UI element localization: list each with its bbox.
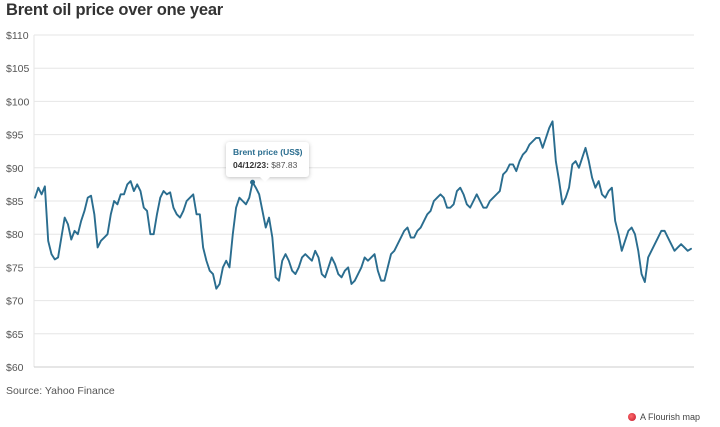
y-tick-label-105: $105 bbox=[6, 63, 30, 75]
source-note: Source: Yahoo Finance bbox=[6, 385, 115, 397]
y-tick-label-65: $65 bbox=[6, 329, 24, 341]
tooltip-title: Brent price (US$) bbox=[233, 147, 303, 157]
chart-title: Brent oil price over one year bbox=[6, 1, 224, 19]
y-tick-label-85: $85 bbox=[6, 196, 24, 208]
flourish-attribution-label: A Flourish map bbox=[639, 412, 700, 422]
series-line-brent-price[interactable] bbox=[34, 120, 692, 290]
highlighted-data-point[interactable] bbox=[250, 179, 256, 185]
y-tick-label-70: $70 bbox=[6, 296, 24, 308]
y-tick-label-90: $90 bbox=[6, 163, 24, 175]
y-tick-label-100: $100 bbox=[6, 96, 30, 108]
y-tick-label-95: $95 bbox=[6, 130, 24, 142]
tooltip-pointer bbox=[260, 177, 270, 182]
tooltip: Brent price (US$) 04/12/23: $87.83 bbox=[226, 142, 310, 182]
gridlines bbox=[33, 34, 694, 367]
flourish-attribution-link[interactable]: A Flourish map bbox=[627, 412, 700, 422]
tooltip-date: 04/12/23: bbox=[233, 160, 269, 170]
y-tick-label-80: $80 bbox=[6, 229, 24, 241]
y-tick-label-60: $60 bbox=[6, 362, 24, 374]
tooltip-value: $87.83 bbox=[271, 160, 298, 170]
y-tick-label-75: $75 bbox=[6, 262, 24, 274]
y-tick-label-110: $110 bbox=[6, 30, 29, 42]
flourish-logo-icon bbox=[627, 413, 636, 421]
y-axis-tick-labels: $110 $105 $100 $95 $90 $85 $80 $75 $70 $65 $60 bbox=[6, 30, 30, 374]
